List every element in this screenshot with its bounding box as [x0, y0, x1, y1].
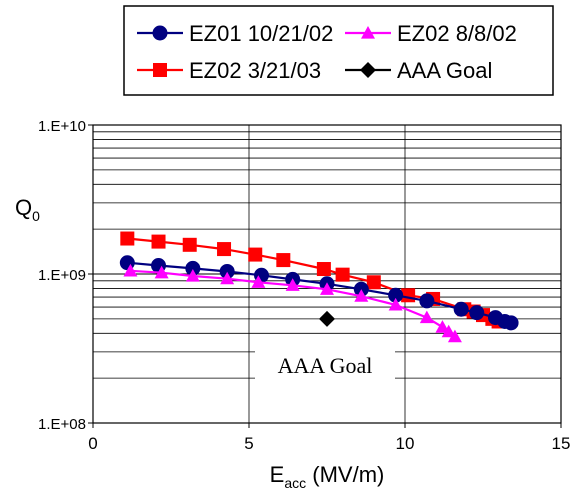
data-point — [217, 242, 232, 257]
y-axis-ticks: 1.E+08 1.E+09 1.E+10 — [38, 118, 93, 433]
data-point — [152, 25, 168, 41]
data-point — [185, 268, 200, 282]
data-point — [453, 301, 469, 317]
y-tick-label: 1.E+08 — [38, 416, 86, 433]
legend-label: EZ02 8/8/02 — [397, 21, 517, 46]
legend-entry: EZ02 3/21/03 — [137, 58, 321, 83]
data-point — [441, 324, 456, 338]
data-point — [248, 247, 263, 262]
data-point — [401, 288, 416, 303]
data-point — [503, 315, 519, 331]
data-point — [251, 275, 266, 288]
data-point — [354, 289, 369, 302]
data-point — [319, 310, 335, 327]
gridlines — [93, 125, 561, 424]
data-point — [361, 26, 375, 39]
data-point — [419, 310, 434, 324]
y-tick-label: 1.E+10 — [38, 118, 86, 135]
legend-items: EZ01 10/21/02 EZ02 8/8/02 EZ02 3/21/03 AAA … — [137, 21, 517, 83]
legend-entry: EZ01 10/21/02 — [137, 21, 333, 46]
legend-label: AAA Goal — [397, 58, 492, 83]
data-point — [316, 262, 331, 277]
data-point — [123, 263, 138, 277]
data-point — [220, 271, 235, 285]
x-axis-label: Eacc (MV/m) — [270, 462, 385, 491]
data-point — [335, 267, 350, 282]
x-axis-ticks: 0 5 10 15 — [88, 423, 570, 453]
legend-box — [123, 5, 554, 96]
legend-entry: EZ02 8/8/02 — [345, 21, 517, 46]
annotation-label: AAA Goal — [278, 353, 373, 378]
plot-area: AAA Goal — [92, 124, 562, 424]
data-point — [320, 282, 334, 295]
data-point — [151, 234, 166, 249]
y-tick-label: 1.E+09 — [38, 267, 86, 284]
x-tick-label: 15 — [552, 434, 571, 453]
data-point — [419, 293, 435, 309]
data-point — [447, 329, 462, 343]
data-point — [153, 63, 167, 77]
series-diamond — [319, 310, 335, 327]
data-point — [120, 231, 135, 246]
annotation-background — [255, 349, 395, 379]
x-tick-label: 10 — [396, 434, 415, 453]
legend: EZ01 10/21/02 EZ02 8/8/02 EZ02 3/21/03 AAA … — [123, 5, 554, 96]
annotation-aaa-goal: AAA Goal — [255, 349, 395, 379]
data-point — [469, 305, 485, 321]
data-point — [360, 62, 376, 78]
data-point — [154, 265, 169, 279]
data-point — [366, 275, 381, 290]
data-point — [285, 278, 300, 291]
data-point — [276, 253, 291, 268]
data-point — [182, 237, 197, 252]
legend-label: EZ02 3/21/03 — [189, 58, 321, 83]
legend-label: EZ01 10/21/02 — [189, 21, 333, 46]
x-tick-label: 5 — [244, 434, 253, 453]
data-point — [435, 320, 450, 333]
y-axis-label: Q0 — [15, 195, 40, 224]
data-point — [388, 297, 403, 311]
series-triangle — [123, 263, 462, 343]
x-tick-label: 0 — [88, 434, 97, 453]
legend-entry: AAA Goal — [345, 58, 492, 83]
series-layer — [119, 231, 519, 343]
